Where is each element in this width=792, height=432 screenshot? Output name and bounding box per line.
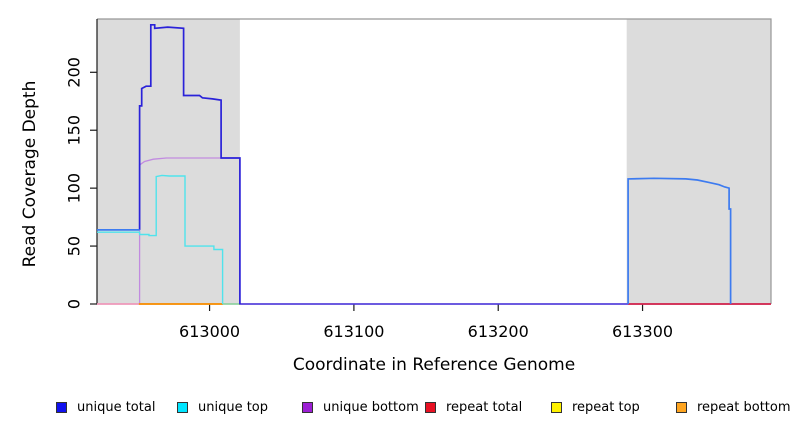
legend-item-unique-total: unique total <box>56 399 155 415</box>
svg-text:150: 150 <box>65 115 84 146</box>
svg-text:613000: 613000 <box>179 322 240 341</box>
legend-swatch-repeat-top <box>551 401 562 413</box>
series-unique-total-right-block <box>627 177 732 304</box>
svg-text:0: 0 <box>65 299 84 309</box>
shaded-bands <box>97 19 771 304</box>
y-axis-ticks: 0 50 100 150 200 <box>65 57 97 309</box>
x-axis-ticks: 613000 613100 613200 613300 <box>179 304 673 341</box>
legend-swatch-unique-top <box>177 401 188 413</box>
series-unique-top <box>97 174 224 304</box>
legend-label-unique-top: unique top <box>198 399 269 415</box>
legend-label-repeat-bottom: repeat bottom <box>697 399 791 415</box>
series-lines <box>97 23 771 305</box>
legend-item-unique-bottom: unique bottom <box>302 399 419 415</box>
legend-item-unique-top: unique top <box>177 399 268 415</box>
svg-text:613100: 613100 <box>323 322 384 341</box>
legend-item-repeat-total: repeat total <box>425 399 522 415</box>
legend-swatch-unique-total <box>56 401 67 413</box>
legend-label-repeat-top: repeat top <box>572 399 640 415</box>
svg-text:613200: 613200 <box>468 322 529 341</box>
y-axis-label: Read Coverage Depth <box>20 80 40 268</box>
svg-text:200: 200 <box>65 57 84 88</box>
legend-label-unique-total: unique total <box>77 399 156 415</box>
legend-label-unique-bottom: unique bottom <box>323 399 419 415</box>
svg-text:50: 50 <box>65 236 84 256</box>
series-unique-total-unique-region <box>138 23 241 304</box>
svg-text:613300: 613300 <box>612 322 673 341</box>
legend-label-repeat-total: repeat total <box>446 399 523 415</box>
legend-swatch-unique-bottom <box>302 401 313 413</box>
svg-text:100: 100 <box>65 173 84 204</box>
legend-item-repeat-bottom: repeat bottom <box>676 399 791 415</box>
legend-item-repeat-top: repeat top <box>551 399 640 415</box>
legend-swatch-repeat-total <box>425 401 436 413</box>
legend: unique total unique top unique bottom re… <box>0 399 792 417</box>
x-axis-label: Coordinate in Reference Genome <box>292 355 576 375</box>
legend-swatch-repeat-bottom <box>676 401 687 413</box>
